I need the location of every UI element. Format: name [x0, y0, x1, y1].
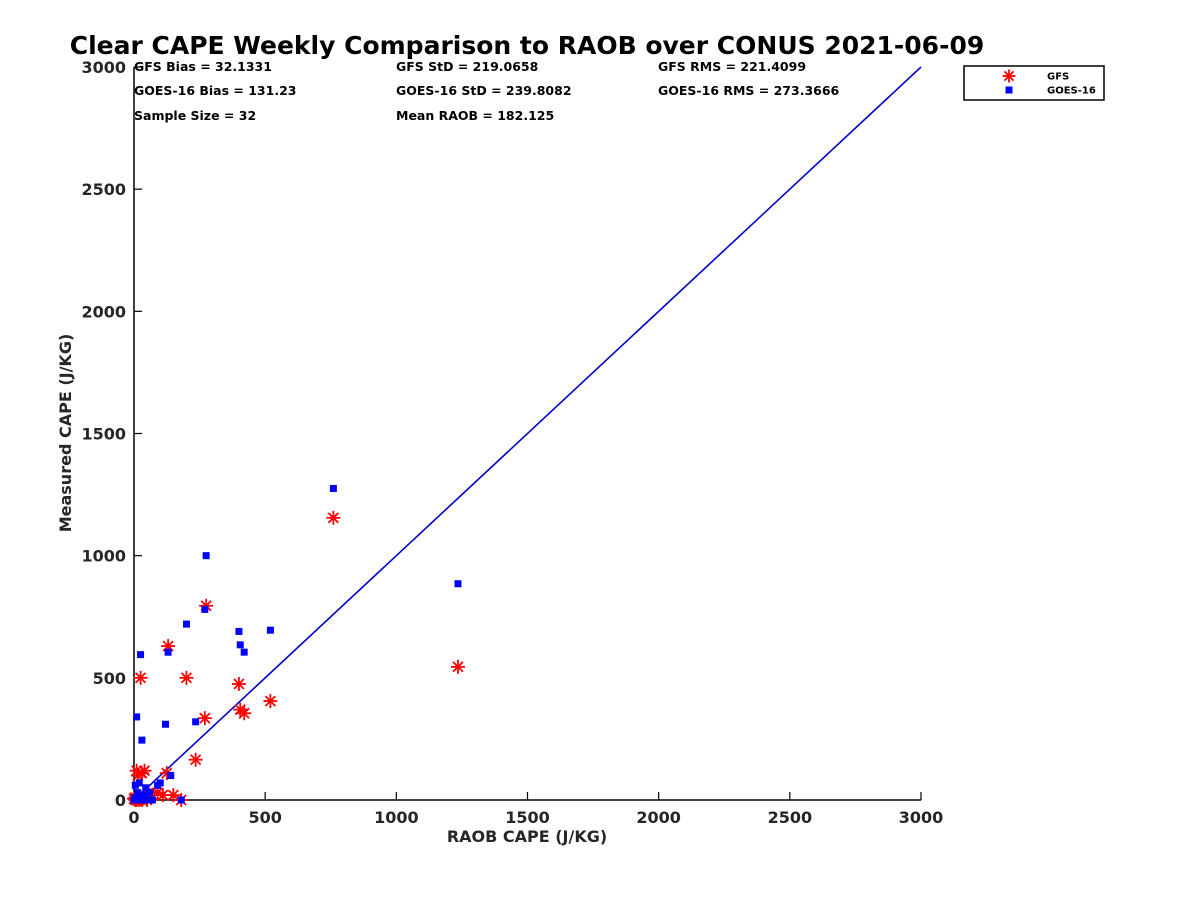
y-tick-label: 2500: [81, 180, 126, 199]
one-to-one-reference-line: [133, 66, 922, 801]
goes16-point: [156, 779, 164, 787]
gfs-point: [197, 711, 212, 726]
statistics-panel: GFS Bias = 32.1331 GFS StD = 219.0658 GFS …: [134, 59, 840, 123]
goes16-point: [143, 796, 151, 804]
gfs-point: [237, 706, 252, 721]
stat-text: GOES-16 StD = 239.8082: [396, 83, 572, 98]
y-tick-label: 1000: [81, 547, 126, 566]
y-tick-label: 1500: [81, 425, 126, 444]
gfs-point: [263, 694, 278, 709]
goes16-point: [177, 796, 185, 804]
y-axis-label: Measured CAPE (J/KG): [56, 334, 75, 533]
x-tick-label: 500: [248, 808, 281, 827]
goes16-point: [133, 713, 141, 721]
data-series: [127, 484, 465, 807]
goes16-point: [137, 651, 145, 659]
plot-area: 0 500 1000 1500 2000 2500 3000 0 500 1000 1500 200…: [81, 58, 943, 827]
gfs-point: [188, 752, 203, 767]
goes16-point: [140, 791, 148, 799]
chart-title: Clear CAPE Weekly Comparison to RAOB ove…: [70, 31, 985, 60]
x-tick-label: 2000: [636, 808, 681, 827]
goes16-point: [201, 605, 209, 613]
stat-text: GFS RMS = 221.4099: [658, 59, 806, 74]
x-axis-label: RAOB CAPE (J/KG): [447, 827, 607, 846]
gfs-point: [137, 763, 152, 778]
goes16-point: [167, 772, 175, 780]
gfs-point: [326, 510, 341, 525]
goes16-point: [146, 789, 154, 797]
goes16-point: [138, 736, 146, 744]
y-tick-label: 3000: [81, 58, 126, 77]
goes16-point: [240, 648, 248, 656]
gfs-point: [231, 676, 246, 691]
stat-text: Sample Size = 32: [134, 108, 256, 123]
x-tick-label: 2500: [768, 808, 813, 827]
y-tick-label: 500: [93, 669, 126, 688]
gfs-point: [166, 788, 181, 803]
goes16-point: [164, 648, 172, 656]
goes16-point: [148, 796, 156, 804]
y-tick-label: 2000: [81, 302, 126, 321]
goes16-point: [134, 789, 142, 797]
y-tick-label: 0: [115, 791, 126, 810]
x-tick-label: 1500: [505, 808, 550, 827]
goes16-point: [202, 552, 210, 560]
gfs-point: [133, 670, 148, 685]
goes16-point: [131, 781, 139, 789]
series-goes-16: [130, 484, 462, 804]
gfs-point: [179, 670, 194, 685]
x-axis-ticks: 0 500 1000 1500 2000 2500 3000: [128, 792, 943, 827]
x-tick-label: 0: [128, 808, 139, 827]
legend-box: [963, 65, 1105, 101]
goes16-point: [182, 620, 190, 628]
stat-text: GFS Bias = 32.1331: [134, 59, 272, 74]
y-axis-ticks: 0 500 1000 1500 2000 2500 3000: [81, 58, 142, 810]
stat-text: GFS StD = 219.0658: [396, 59, 538, 74]
legend-goes16-marker: [1005, 86, 1013, 94]
legend: GFS GOES-16: [963, 65, 1105, 101]
legend-gfs-marker: [1002, 69, 1016, 83]
goes16-point: [235, 627, 243, 635]
stat-text: GOES-16 Bias = 131.23: [134, 83, 296, 98]
x-tick-label: 1000: [374, 808, 419, 827]
goes16-point: [236, 641, 244, 649]
goes16-point: [329, 484, 337, 492]
goes16-point: [131, 794, 139, 802]
goes16-point: [135, 779, 143, 787]
gfs-point: [450, 659, 465, 674]
goes16-point: [161, 720, 169, 728]
x-tick-label: 3000: [899, 808, 944, 827]
legend-label: GOES-16: [1047, 86, 1096, 97]
stat-text: GOES-16 RMS = 273.3666: [658, 83, 840, 98]
goes16-point: [266, 626, 274, 634]
goes16-point: [454, 580, 462, 588]
goes16-point: [192, 718, 200, 726]
goes16-point: [142, 784, 150, 792]
series-gfs: [127, 510, 465, 807]
goes16-point: [139, 796, 147, 804]
legend-label: GFS: [1047, 72, 1069, 83]
stat-text: Mean RAOB = 182.125: [396, 108, 554, 123]
